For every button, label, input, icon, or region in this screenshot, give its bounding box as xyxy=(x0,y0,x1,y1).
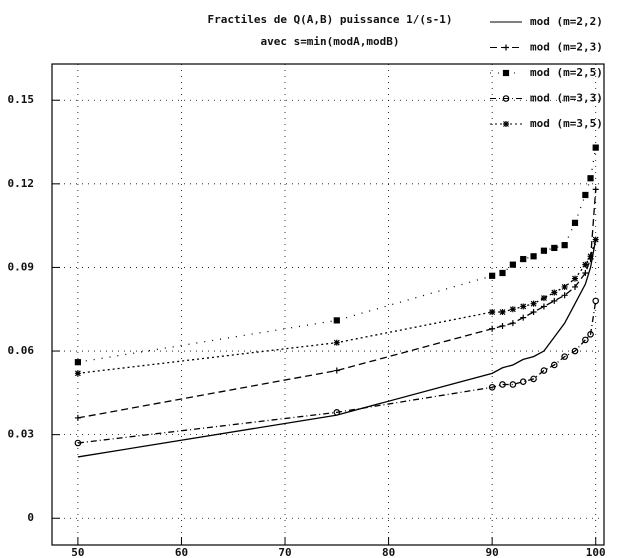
marker xyxy=(592,186,599,193)
y-tick-label: 0.09 xyxy=(8,260,35,273)
marker xyxy=(509,320,516,327)
marker xyxy=(530,300,537,307)
marker xyxy=(530,253,537,260)
marker xyxy=(509,261,516,268)
marker xyxy=(592,297,600,305)
marker xyxy=(571,347,579,355)
marker xyxy=(530,375,537,383)
marker xyxy=(489,272,496,279)
plot-frame xyxy=(51,63,605,546)
marker xyxy=(540,367,548,374)
marker xyxy=(551,289,558,296)
marker xyxy=(503,44,509,51)
marker xyxy=(502,69,510,77)
marker xyxy=(571,219,579,226)
marker xyxy=(572,283,579,290)
marker xyxy=(561,283,568,290)
marker xyxy=(587,253,594,260)
y-tick-label: 0.03 xyxy=(8,428,35,441)
y-tick-label: 0.15 xyxy=(8,93,35,106)
marker xyxy=(509,381,517,388)
marker xyxy=(74,414,81,421)
marker xyxy=(592,144,599,151)
legend-label: mod (m=2,3) xyxy=(530,41,603,54)
marker xyxy=(333,367,340,374)
marker xyxy=(530,309,537,316)
marker xyxy=(333,317,340,324)
marker xyxy=(333,409,341,416)
marker xyxy=(488,383,496,391)
marker xyxy=(582,261,589,268)
marker xyxy=(572,275,579,282)
series-line xyxy=(77,239,597,374)
marker xyxy=(540,247,548,254)
marker xyxy=(519,378,527,385)
marker xyxy=(561,353,568,360)
marker xyxy=(74,370,81,377)
x-tick-label: 60 xyxy=(175,546,188,558)
marker xyxy=(561,242,568,249)
marker xyxy=(489,325,496,332)
series-line xyxy=(77,147,597,363)
marker xyxy=(550,361,558,369)
marker xyxy=(333,339,340,346)
marker xyxy=(520,314,527,321)
marker xyxy=(509,306,516,313)
marker xyxy=(489,309,496,316)
marker xyxy=(74,359,81,366)
legend-label: mod (m=2,5) xyxy=(530,66,603,79)
marker xyxy=(551,297,558,304)
marker xyxy=(561,292,568,299)
y-tick-label: 0.12 xyxy=(8,177,35,190)
legend-label: mod (m=3,5) xyxy=(530,117,603,130)
x-tick-label: 100 xyxy=(586,546,606,558)
marker xyxy=(499,309,506,316)
legend-label: mod (m=3,3) xyxy=(530,92,603,105)
marker xyxy=(502,95,510,102)
x-tick-label: 80 xyxy=(382,546,395,558)
x-tick-label: 50 xyxy=(71,546,84,558)
marker xyxy=(520,303,527,310)
marker xyxy=(540,295,547,302)
y-tick-label: 0 xyxy=(27,511,34,524)
y-tick-label: 0.06 xyxy=(8,344,35,357)
marker xyxy=(540,303,547,310)
x-tick-label: 90 xyxy=(486,546,499,558)
marker xyxy=(582,191,589,199)
chart-subtitle: avec s=min(modA,modB) xyxy=(260,35,399,48)
marker xyxy=(520,255,527,263)
series-line xyxy=(77,189,597,419)
marker xyxy=(587,331,594,338)
marker xyxy=(74,439,82,447)
marker xyxy=(587,175,594,182)
marker xyxy=(582,336,589,344)
marker xyxy=(503,121,509,127)
marker xyxy=(551,244,558,252)
marker xyxy=(499,269,506,277)
legend-label: mod (m=2,2) xyxy=(530,15,603,28)
x-tick-label: 70 xyxy=(278,546,291,558)
marker xyxy=(582,270,589,277)
marker xyxy=(499,322,506,329)
marker xyxy=(499,381,506,388)
marker xyxy=(592,236,599,243)
chart-title: Fractiles de Q(A,B) puissance 1/(s-1) xyxy=(207,13,452,26)
series-line xyxy=(77,239,597,458)
